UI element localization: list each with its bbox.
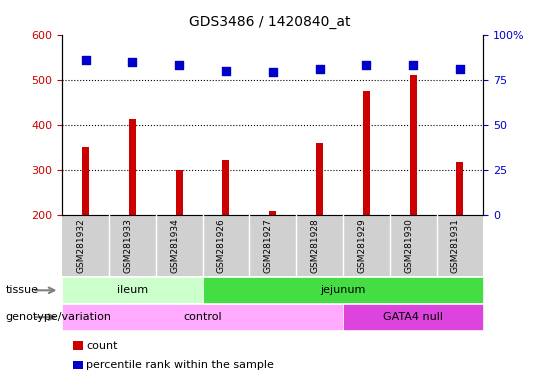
Point <box>81 57 90 63</box>
Bar <box>363 91 370 215</box>
Text: count: count <box>86 341 118 351</box>
Text: percentile rank within the sample: percentile rank within the sample <box>86 360 274 370</box>
Point <box>362 62 370 68</box>
Point <box>268 70 277 76</box>
Text: GATA4 null: GATA4 null <box>383 312 443 322</box>
Text: GSM281930: GSM281930 <box>404 218 413 273</box>
Text: GDS3486 / 1420840_at: GDS3486 / 1420840_at <box>189 15 351 29</box>
Bar <box>176 170 183 215</box>
Bar <box>409 75 417 215</box>
Bar <box>222 160 230 215</box>
Text: GSM281932: GSM281932 <box>77 218 85 273</box>
Text: jejunum: jejunum <box>320 285 366 295</box>
Text: genotype/variation: genotype/variation <box>5 312 111 322</box>
Text: GSM281926: GSM281926 <box>217 218 226 273</box>
Text: GSM281934: GSM281934 <box>170 218 179 273</box>
Text: ileum: ileum <box>117 285 148 295</box>
Text: GSM281933: GSM281933 <box>123 218 132 273</box>
Text: GSM281928: GSM281928 <box>310 218 320 273</box>
Bar <box>82 147 89 215</box>
Bar <box>456 162 463 215</box>
Text: control: control <box>183 312 222 322</box>
Text: tissue: tissue <box>5 285 38 295</box>
Point <box>315 66 324 72</box>
Point <box>409 62 417 68</box>
Point <box>175 62 184 68</box>
Point <box>456 66 464 72</box>
Point <box>221 68 230 74</box>
Bar <box>269 210 276 215</box>
Text: GSM281927: GSM281927 <box>264 218 273 273</box>
Bar <box>316 143 323 215</box>
Text: GSM281931: GSM281931 <box>451 218 460 273</box>
Text: GSM281929: GSM281929 <box>357 218 366 273</box>
Bar <box>129 119 136 215</box>
Point <box>128 59 137 65</box>
